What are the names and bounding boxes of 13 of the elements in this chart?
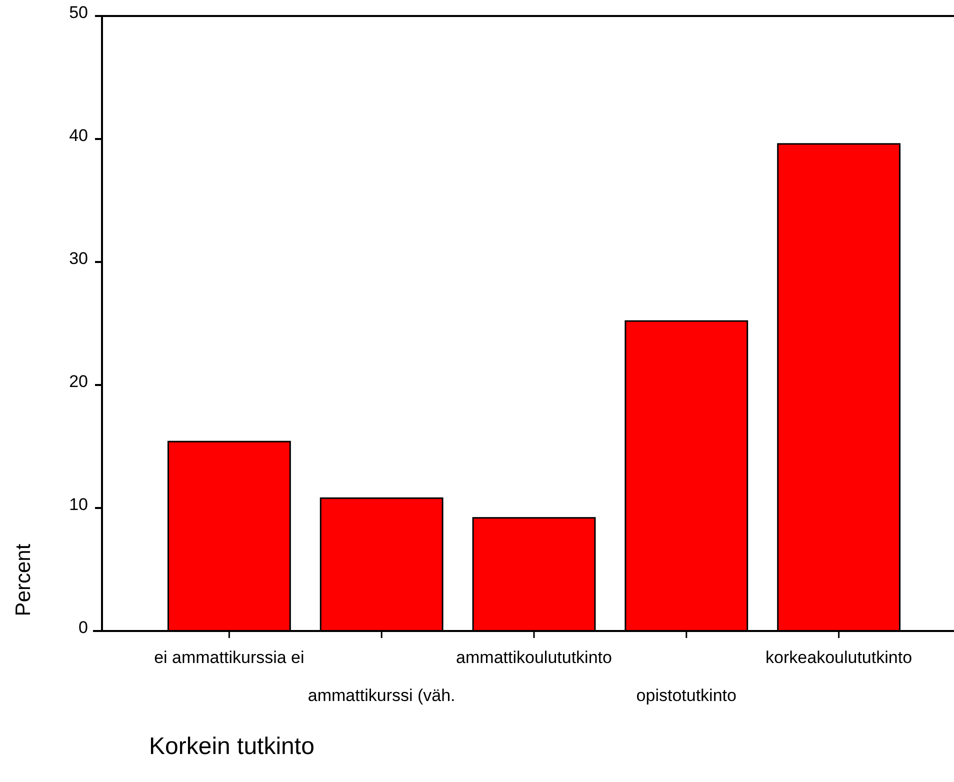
y-tick-label: 0 [78,618,88,637]
x-tick-label: ammattikurssi (väh. [308,686,456,705]
y-tick-label: 50 [69,2,88,22]
x-tick-label: ei ammattikurssia ei [154,648,304,667]
y-axis-title: Percent [12,544,35,616]
y-tick-label: 40 [69,126,88,145]
x-axis-title: Korkein tutkinto [149,733,314,760]
x-tick-label: korkeakoulututkinto [766,648,912,667]
x-tick-label: ammattikoulututkinto [456,648,612,667]
y-tick-label: 20 [69,372,88,391]
y-tick-label: 30 [69,248,88,268]
x-tick-label: opistotutkinto [636,686,736,705]
y-tick-label: 10 [69,494,88,514]
